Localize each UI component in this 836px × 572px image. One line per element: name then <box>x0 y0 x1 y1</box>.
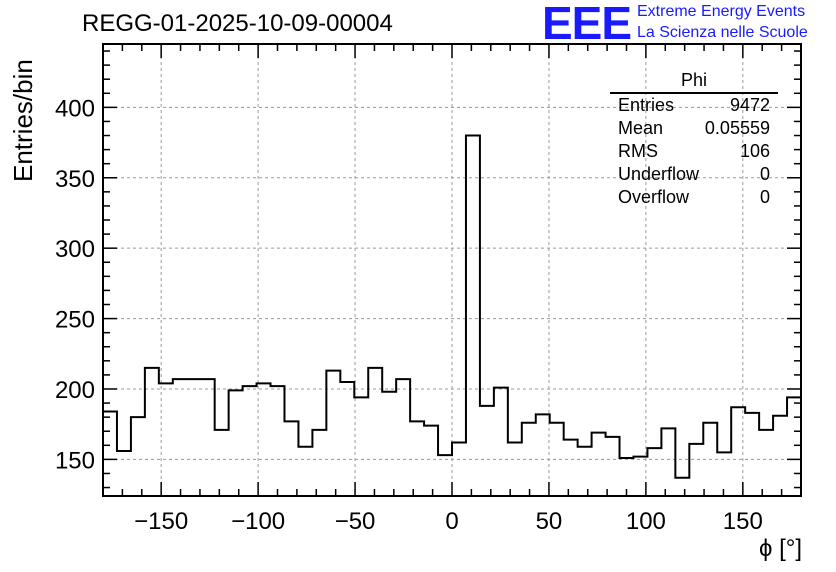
y-tick-label: 400 <box>55 95 95 122</box>
histogram-outline <box>103 65 802 479</box>
logo-line-2: La Scienza nelle Scuole <box>637 24 808 41</box>
stats-value: 0.05559 <box>704 118 770 138</box>
x-tick-label: −150 <box>134 508 188 535</box>
histogram-bars <box>103 65 802 479</box>
x-tick-label: −100 <box>231 508 285 535</box>
y-tick-label: 350 <box>55 166 95 193</box>
x-tick-label: −50 <box>335 508 376 535</box>
stats-label: Overflow <box>618 187 690 207</box>
stats-row-rms: RMS 106 <box>610 140 778 163</box>
x-tick-label: 0 <box>445 508 458 535</box>
x-tick-label: 50 <box>536 508 563 535</box>
stats-value: 9472 <box>729 95 770 115</box>
y-tick-label: 200 <box>55 377 95 404</box>
page-title: REGG-01-2025-10-09-00004 <box>82 10 393 37</box>
stats-label: RMS <box>618 141 658 161</box>
stats-label: Mean <box>618 118 664 138</box>
stats-row-underflow: Underflow 0 <box>610 163 778 186</box>
stats-label: Underflow <box>618 164 700 184</box>
logo-line-1: Extreme Energy Events <box>637 3 806 20</box>
stats-row-overflow: Overflow 0 <box>610 186 778 209</box>
plot-frame <box>102 43 802 497</box>
stats-row-mean: Mean 0.05559 <box>610 117 778 140</box>
y-axis-label-wrap: Entries/bin <box>8 59 38 192</box>
y-tick-label: 150 <box>55 447 95 474</box>
x-tick-label: 100 <box>626 508 666 535</box>
stats-label: Entries <box>618 95 675 115</box>
tick-labels: −150 −100 −50 0 50 100 150 150 200 250 300 350 400 <box>55 95 763 535</box>
y-tick-label: 250 <box>55 307 95 334</box>
y-axis-label: Entries/bin <box>8 59 38 182</box>
eee-logo: EEE <box>542 0 632 49</box>
x-axis-label: ϕ [°] <box>758 535 802 562</box>
stats-value: 0 <box>759 164 770 184</box>
stats-box: Phi Entries 9472 Mean 0.05559 RMS 106 Un… <box>610 70 778 209</box>
stats-value: 0 <box>759 187 770 207</box>
y-tick-label: 300 <box>55 236 95 263</box>
x-tick-label: 150 <box>723 508 763 535</box>
stats-title: Phi <box>610 70 778 94</box>
axis-ticks <box>103 44 801 496</box>
stats-value: 106 <box>739 141 770 161</box>
grid-lines <box>103 44 801 496</box>
stats-row-entries: Entries 9472 <box>610 94 778 117</box>
